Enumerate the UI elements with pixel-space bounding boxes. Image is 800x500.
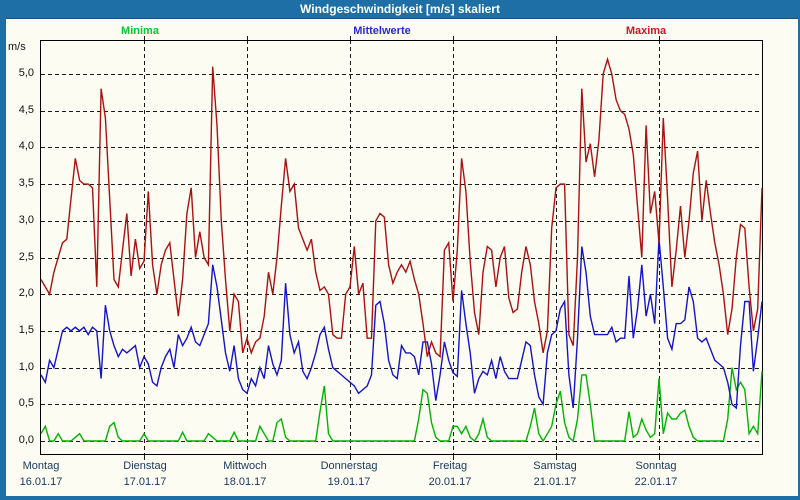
y-tick-1.5: 1,5 <box>18 324 34 336</box>
legend-mittelwerte: Mittelwerte <box>353 25 411 37</box>
y-axis-unit-label: m/s <box>8 41 26 53</box>
frame-right-accent <box>798 18 800 500</box>
x-date-18-01-17: 18.01.17 <box>223 476 267 488</box>
x-day-samstag: Samstag <box>533 460 577 472</box>
frame-bottom-accent <box>0 496 800 500</box>
y-tick-1.0: 1,0 <box>18 361 34 373</box>
y-tick-4.5: 4,5 <box>18 104 34 116</box>
y-tick-2.5: 2,5 <box>18 251 34 263</box>
y-tick-3.5: 3,5 <box>18 177 34 189</box>
y-tick-0.5: 0,5 <box>18 397 34 409</box>
series-line-mittelwerte <box>40 239 763 410</box>
x-day-donnerstag: Donnerstag <box>320 460 378 472</box>
x-day-freitag: Freitag <box>432 460 468 472</box>
series-line-minima <box>40 367 763 443</box>
y-tick-4.0: 4,0 <box>18 140 34 152</box>
x-day-mittwoch: Mittwoch <box>223 460 267 472</box>
page-title: Windgeschwindigkeit [m/s] skaliert <box>300 2 500 16</box>
x-date-20-01-17: 20.01.17 <box>428 476 472 488</box>
title-bar: Windgeschwindigkeit [m/s] skaliert <box>0 0 800 19</box>
x-date-16-01-17: 16.01.17 <box>19 476 63 488</box>
x-date-17-01-17: 17.01.17 <box>123 476 167 488</box>
plot-border <box>40 40 763 455</box>
x-date-22-01-17: 22.01.17 <box>634 476 678 488</box>
series-line-maxima <box>40 56 763 359</box>
y-tick-5.0: 5,0 <box>18 67 34 79</box>
y-tick-2.0: 2,0 <box>18 287 34 299</box>
y-tick-0.0: 0,0 <box>18 434 34 446</box>
x-day-sonntag: Sonntag <box>635 460 677 472</box>
x-day-dienstag: Dienstag <box>123 460 167 472</box>
legend-minima: Minima <box>121 25 159 37</box>
frame-left-accent <box>0 18 6 500</box>
y-tick-3.0: 3,0 <box>18 214 34 226</box>
legend-maxima: Maxima <box>625 25 667 37</box>
x-day-montag: Montag <box>22 460 60 472</box>
x-date-19-01-17: 19.01.17 <box>327 476 371 488</box>
x-date-21-01-17: 21.01.17 <box>533 476 577 488</box>
